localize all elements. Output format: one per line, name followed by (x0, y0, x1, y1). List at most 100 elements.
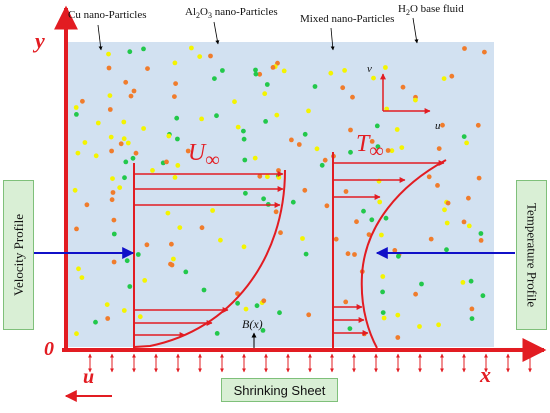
cu-particle (482, 49, 487, 55)
mixed-particle (319, 162, 325, 168)
al2o3-particle (108, 134, 114, 140)
al2o3-particle (384, 106, 390, 112)
mixed-particle (444, 247, 449, 253)
al2o3-particle (210, 208, 216, 213)
al2o3-particle (328, 70, 334, 76)
cu-particle (366, 232, 372, 238)
al2o3-particle (93, 153, 99, 159)
temperature-profile-label: Temperature Profile (524, 202, 540, 308)
cu-particle (361, 331, 367, 337)
cu-particle (461, 219, 467, 225)
al2o3-particle (460, 280, 466, 285)
mixed-particle (461, 134, 467, 140)
al2o3-particle (442, 207, 447, 213)
origin-label: 0 (44, 338, 54, 360)
shrinking-sheet-label: Shrinking Sheet (233, 382, 326, 398)
al2o3-particle (371, 75, 376, 81)
cu-particle (169, 241, 174, 247)
cu-particle (131, 88, 137, 94)
al2o3-particle (232, 99, 237, 105)
cu-particle (173, 81, 179, 86)
al2o3-particle (241, 244, 247, 250)
mixed-particle (253, 71, 259, 77)
al2o3-particle (121, 308, 127, 313)
cu-particle (105, 316, 111, 321)
cu-particle (440, 122, 445, 128)
mixed-particle (127, 284, 133, 289)
mixed-particle (348, 149, 353, 155)
al2o3-particle (117, 185, 123, 191)
bx-label: B(x) (242, 317, 263, 331)
cu-particle (257, 71, 263, 77)
cu-particle (164, 159, 169, 165)
mixed-particle (93, 319, 98, 325)
mixed-particle (214, 331, 220, 336)
cu-particle (257, 173, 263, 179)
mixed-particle (254, 303, 260, 309)
cu-particle (476, 175, 482, 181)
al2o3-particle (274, 112, 280, 118)
al2o3-particle (464, 140, 469, 146)
al2o3-particle (177, 225, 183, 231)
mixed-particle (241, 128, 246, 134)
mixed-particle (174, 115, 180, 121)
cu-particles-label: Cu nano-Particles (68, 9, 147, 21)
cu-particle (343, 189, 349, 194)
al2o3-particle (235, 124, 241, 130)
mixed-particle (175, 136, 180, 142)
shrinking-sheet-box: Shrinking Sheet (221, 378, 338, 402)
cu-particle (369, 139, 375, 144)
al2o3-particle (436, 322, 441, 328)
al2o3-particle (306, 108, 311, 114)
mixed-particle (312, 84, 318, 89)
cu-particle (110, 190, 116, 195)
al2o3-pointer (213, 21, 220, 45)
cu-particle (289, 137, 294, 143)
al2o3-particle (76, 266, 81, 272)
cu-particle (111, 217, 117, 223)
al2o3-particle (383, 65, 388, 70)
cu-particle (302, 187, 308, 193)
cu-particle (172, 94, 177, 99)
mixed-particle (241, 136, 247, 142)
velocity-profile-box: Velocity Profile (3, 180, 34, 330)
cu-particle (350, 94, 355, 100)
al2o3-particle (441, 76, 447, 81)
cu-particle (445, 200, 451, 206)
mixed-particle (375, 144, 381, 150)
cu-particle (74, 226, 79, 232)
mixed-particle (220, 68, 225, 73)
cu-particle (428, 236, 434, 242)
cu-pointer (97, 24, 103, 51)
mixed-particle (468, 278, 474, 284)
mixed-particle (261, 196, 266, 202)
al2o3-particle (165, 210, 171, 216)
mixed-particle (235, 300, 241, 306)
al2o3-particle (166, 133, 172, 139)
cu-particle (199, 225, 205, 231)
cu-particle (109, 197, 115, 203)
cu-particle (84, 202, 90, 208)
cu-particle (413, 291, 418, 297)
cu-particle (107, 107, 113, 112)
cu-particle (273, 209, 279, 215)
al2o3-particle (73, 105, 79, 110)
cu-particle (385, 148, 391, 153)
mixed-particle (243, 190, 248, 196)
al2o3-particle (380, 274, 386, 279)
al2o3-particle (142, 278, 148, 283)
al2o3-particle (466, 223, 472, 229)
cu-particle (278, 230, 283, 236)
al2o3-particle (125, 140, 131, 146)
mixed-particle (124, 258, 130, 264)
al2o3-particle (79, 275, 85, 280)
mixed-particle (419, 281, 424, 287)
cu-particle (352, 252, 357, 257)
cu-particle (145, 66, 150, 71)
al2o3-particle (262, 91, 268, 97)
t-infinity-label: T∞ (356, 131, 384, 162)
al2o3-particle (175, 163, 181, 168)
cu-particle (111, 259, 117, 265)
mixed-particle (469, 316, 475, 321)
